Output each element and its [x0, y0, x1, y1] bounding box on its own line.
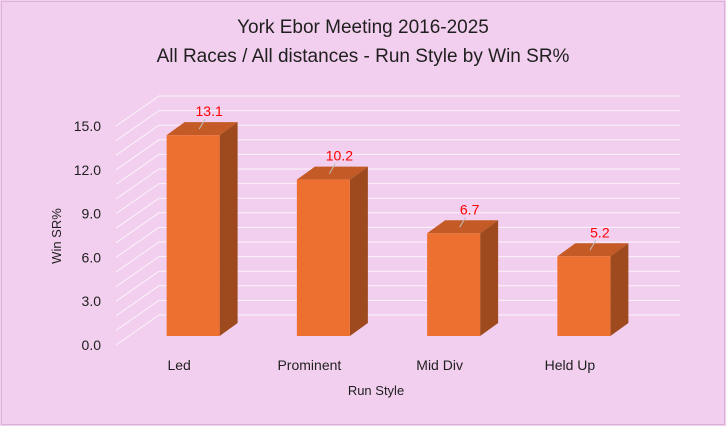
bar-top [557, 243, 629, 257]
gridline [115, 285, 680, 317]
bar-front [557, 256, 611, 336]
data-label: 6.7 [460, 201, 480, 217]
bars [166, 122, 629, 336]
bar-side [480, 220, 499, 336]
gridlines [115, 95, 680, 346]
category-labels: Led Prominent Mid Div Held Up [167, 357, 595, 373]
bar [557, 243, 629, 336]
gridline [115, 168, 680, 200]
gridline [115, 139, 680, 171]
data-label: 10.2 [326, 148, 353, 164]
bar [296, 166, 368, 336]
gridline [115, 124, 680, 156]
data-label-leader [328, 163, 336, 174]
data-label: 13.1 [196, 103, 223, 119]
data-label: 5.2 [590, 224, 610, 240]
gridline [115, 226, 680, 258]
y-tick-label: 0.0 [82, 337, 102, 353]
bar [166, 122, 238, 336]
data-label-leader [459, 217, 467, 228]
y-tick-label: 3.0 [82, 293, 102, 309]
y-ticks: 0.0 3.0 6.0 9.0 12.0 15.0 [74, 118, 101, 353]
bar-side [219, 122, 238, 336]
data-label-leader [589, 240, 597, 251]
gridline [115, 153, 680, 185]
bar-side [610, 243, 629, 336]
gridline [115, 256, 680, 288]
gridline [115, 183, 680, 215]
y-axis-title: Win SR% [49, 208, 64, 264]
category-label: Prominent [277, 357, 341, 373]
gridline [115, 241, 680, 273]
bar-front [296, 179, 350, 336]
gridline [115, 299, 680, 331]
bar-front [427, 233, 481, 336]
gridline [115, 197, 680, 229]
bar-front [166, 135, 220, 336]
x-axis-title: Run Style [348, 383, 404, 398]
data-label-leader [198, 118, 206, 130]
chart-title-line2: All Races / All distances - Run Style by… [157, 46, 570, 67]
category-label: Held Up [545, 357, 596, 373]
chart-title-line1: York Ebor Meeting 2016-2025 [237, 17, 489, 38]
gridline [115, 110, 680, 142]
bar-top [427, 220, 499, 234]
gridline [115, 314, 680, 346]
data-labels: 13.1 10.2 6.7 5.2 [196, 103, 610, 251]
y-tick-label: 9.0 [82, 206, 102, 222]
y-tick-label: 15.0 [74, 118, 101, 134]
gridline [115, 95, 680, 127]
bar [427, 220, 499, 336]
gridline [115, 270, 680, 302]
bar-top [166, 122, 238, 136]
bar-top [296, 166, 368, 180]
category-label: Mid Div [416, 357, 463, 373]
y-tick-label: 6.0 [82, 249, 102, 265]
category-label: Led [167, 357, 190, 373]
y-tick-label: 12.0 [74, 162, 101, 178]
bar-side [349, 166, 368, 336]
gridline [115, 212, 680, 244]
